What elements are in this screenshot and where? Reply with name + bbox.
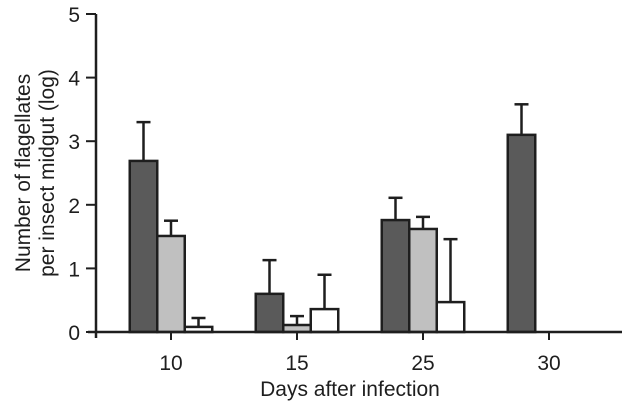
bar-series-dark-30: [506, 133, 537, 334]
bar-series-dark-15: [254, 292, 285, 334]
y-tick-label: 0: [68, 322, 80, 345]
y-tick-label: 5: [68, 4, 80, 27]
y-axis-title-line-1: Number of flagellates: [12, 74, 35, 272]
bar-series-light-25: [408, 227, 438, 334]
y-tick-label: 4: [68, 68, 80, 91]
y-axis-title-line-2: per insect midgut (log): [36, 69, 59, 277]
x-axis-ticks: 10 15 25 30: [159, 332, 561, 375]
x-tick-label: 30: [537, 352, 560, 375]
bar-series-dark-25: [380, 218, 411, 334]
x-axis-title: Days after infection: [260, 378, 440, 401]
bars-layer: [128, 103, 537, 334]
x-tick-label: 10: [159, 352, 182, 375]
y-axis-title: Number of flagellates per insect midgut …: [12, 69, 59, 277]
y-tick-label: 2: [68, 195, 80, 218]
bar-series-dark-10: [128, 159, 159, 334]
y-tick-label: 1: [68, 258, 80, 281]
x-tick-label: 15: [285, 352, 308, 375]
bar-series-light-10: [156, 234, 186, 334]
bar-series-white-15: [309, 307, 340, 334]
y-axis-ticks: 0 1 2 3 4 5: [68, 4, 96, 345]
bar-series-white-25: [435, 300, 466, 334]
axes-layer: [88, 14, 622, 338]
y-tick-label: 3: [68, 131, 80, 154]
x-tick-label: 25: [411, 352, 434, 375]
